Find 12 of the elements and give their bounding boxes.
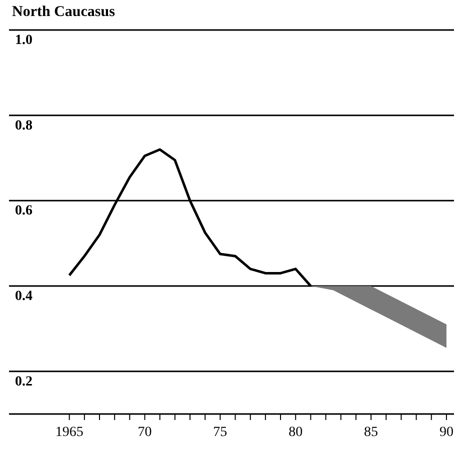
y-tick-label: 0.6 — [15, 204, 32, 219]
x-tick-label: 90 — [439, 425, 454, 440]
x-tick-label: 75 — [213, 425, 228, 440]
x-tick-label: 80 — [288, 425, 303, 440]
x-tick-label: 70 — [138, 425, 152, 440]
y-tick-label: 0.4 — [15, 289, 32, 304]
y-tick-label: 0.2 — [15, 374, 32, 390]
x-tick-label: 85 — [364, 425, 378, 440]
x-tick-label: 1965 — [55, 425, 84, 440]
y-tick-label: 0.8 — [15, 118, 32, 134]
chart-title: North Caucasus — [12, 4, 116, 20]
y-tick-label: 1.0 — [15, 33, 32, 48]
